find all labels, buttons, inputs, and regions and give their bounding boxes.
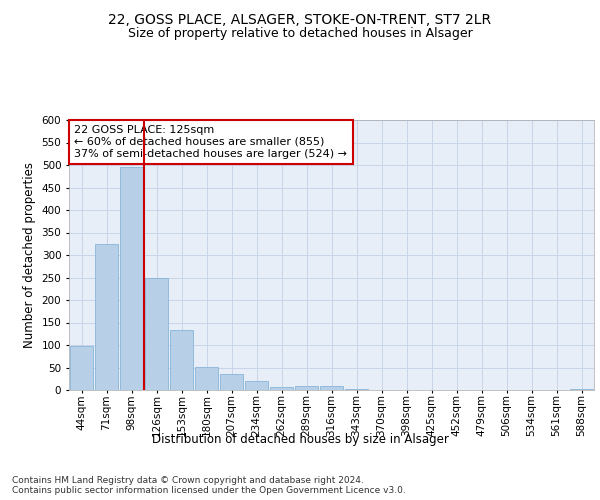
Bar [95,244,118,390]
Text: Size of property relative to detached houses in Alsager: Size of property relative to detached ho… [128,28,472,40]
Text: 22, GOSS PLACE, ALSAGER, STOKE-ON-TRENT, ST7 2LR: 22, GOSS PLACE, ALSAGER, STOKE-ON-TRENT,… [109,12,491,26]
Y-axis label: Number of detached properties: Number of detached properties [23,162,36,348]
Bar [145,278,168,390]
Bar [320,386,343,390]
Bar [570,388,593,390]
Bar [345,388,368,390]
Bar [70,346,93,390]
Bar [245,380,268,390]
Bar [270,388,293,390]
Bar [295,386,318,390]
Bar [220,374,243,390]
Text: Distribution of detached houses by size in Alsager: Distribution of detached houses by size … [152,432,448,446]
Bar [195,366,218,390]
Bar [120,167,143,390]
Text: 22 GOSS PLACE: 125sqm
← 60% of detached houses are smaller (855)
37% of semi-det: 22 GOSS PLACE: 125sqm ← 60% of detached … [74,126,347,158]
Bar [170,330,193,390]
Text: Contains HM Land Registry data © Crown copyright and database right 2024.
Contai: Contains HM Land Registry data © Crown c… [12,476,406,495]
